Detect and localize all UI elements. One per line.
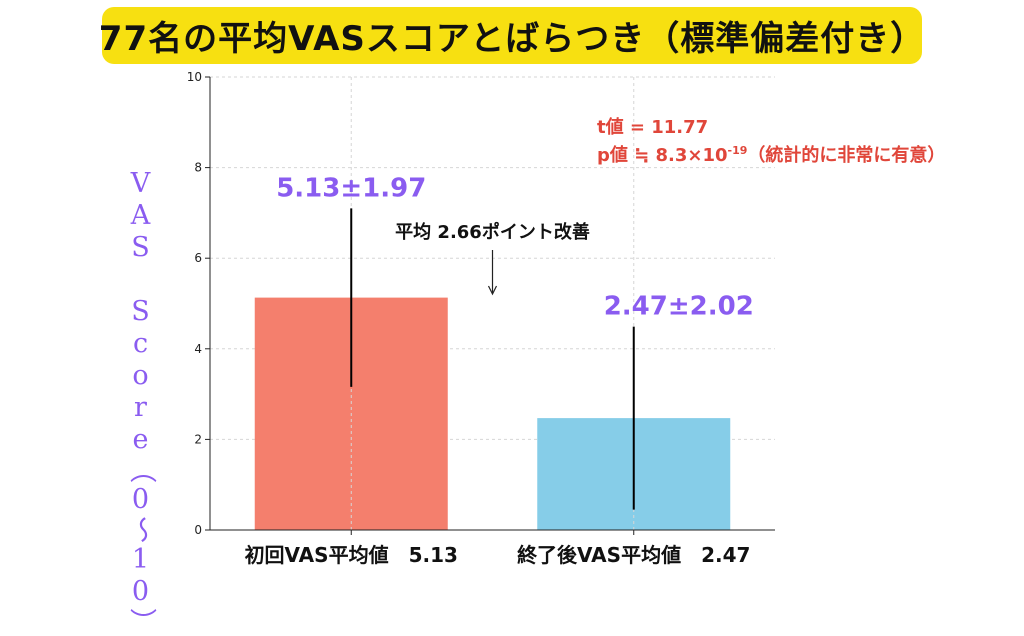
value-label: 2.47±2.02 <box>604 292 754 322</box>
p-value-exponent: -19 <box>727 144 748 157</box>
x-category-label: 初回VAS平均値 5.13 <box>245 543 458 567</box>
value-label: 5.13±1.97 <box>276 173 426 203</box>
y-tick-label: 6 <box>194 251 202 265</box>
bar-chart: 0 2 4 6 8 10 初回VAS平均値 5.13 終了後VAS平均値 2.47 5.13±1… <box>187 70 775 567</box>
p-value-prefix: p値 ≒ 8.3×10 <box>597 145 728 166</box>
p-value-text: p値 ≒ 8.3×10-19（統計的に非常に有意） <box>597 139 945 167</box>
p-value-suffix: （統計的に非常に有意） <box>747 145 946 166</box>
chart-title: 77名の平均VASスコアとばらつき（標準偏差付き） <box>98 19 926 59</box>
improvement-annotation: 平均 2.66ポイント改善 <box>395 221 590 243</box>
y-tick-label: 10 <box>187 70 202 84</box>
y-tick-label: 4 <box>194 342 202 356</box>
y-tick-label: 8 <box>194 161 202 175</box>
x-category-label: 終了後VAS平均値 2.47 <box>517 543 750 567</box>
y-tick-label: 2 <box>194 432 202 446</box>
y-tick-label: 0 <box>194 523 202 537</box>
stats-annotation: t値 = 11.77 p値 ≒ 8.3×10-19（統計的に非常に有意） <box>597 116 945 167</box>
t-value-text: t値 = 11.77 <box>597 117 709 138</box>
title-banner: 77名の平均VASスコアとばらつき（標準偏差付き） <box>98 7 926 64</box>
annotation-arrow-head <box>487 285 498 296</box>
